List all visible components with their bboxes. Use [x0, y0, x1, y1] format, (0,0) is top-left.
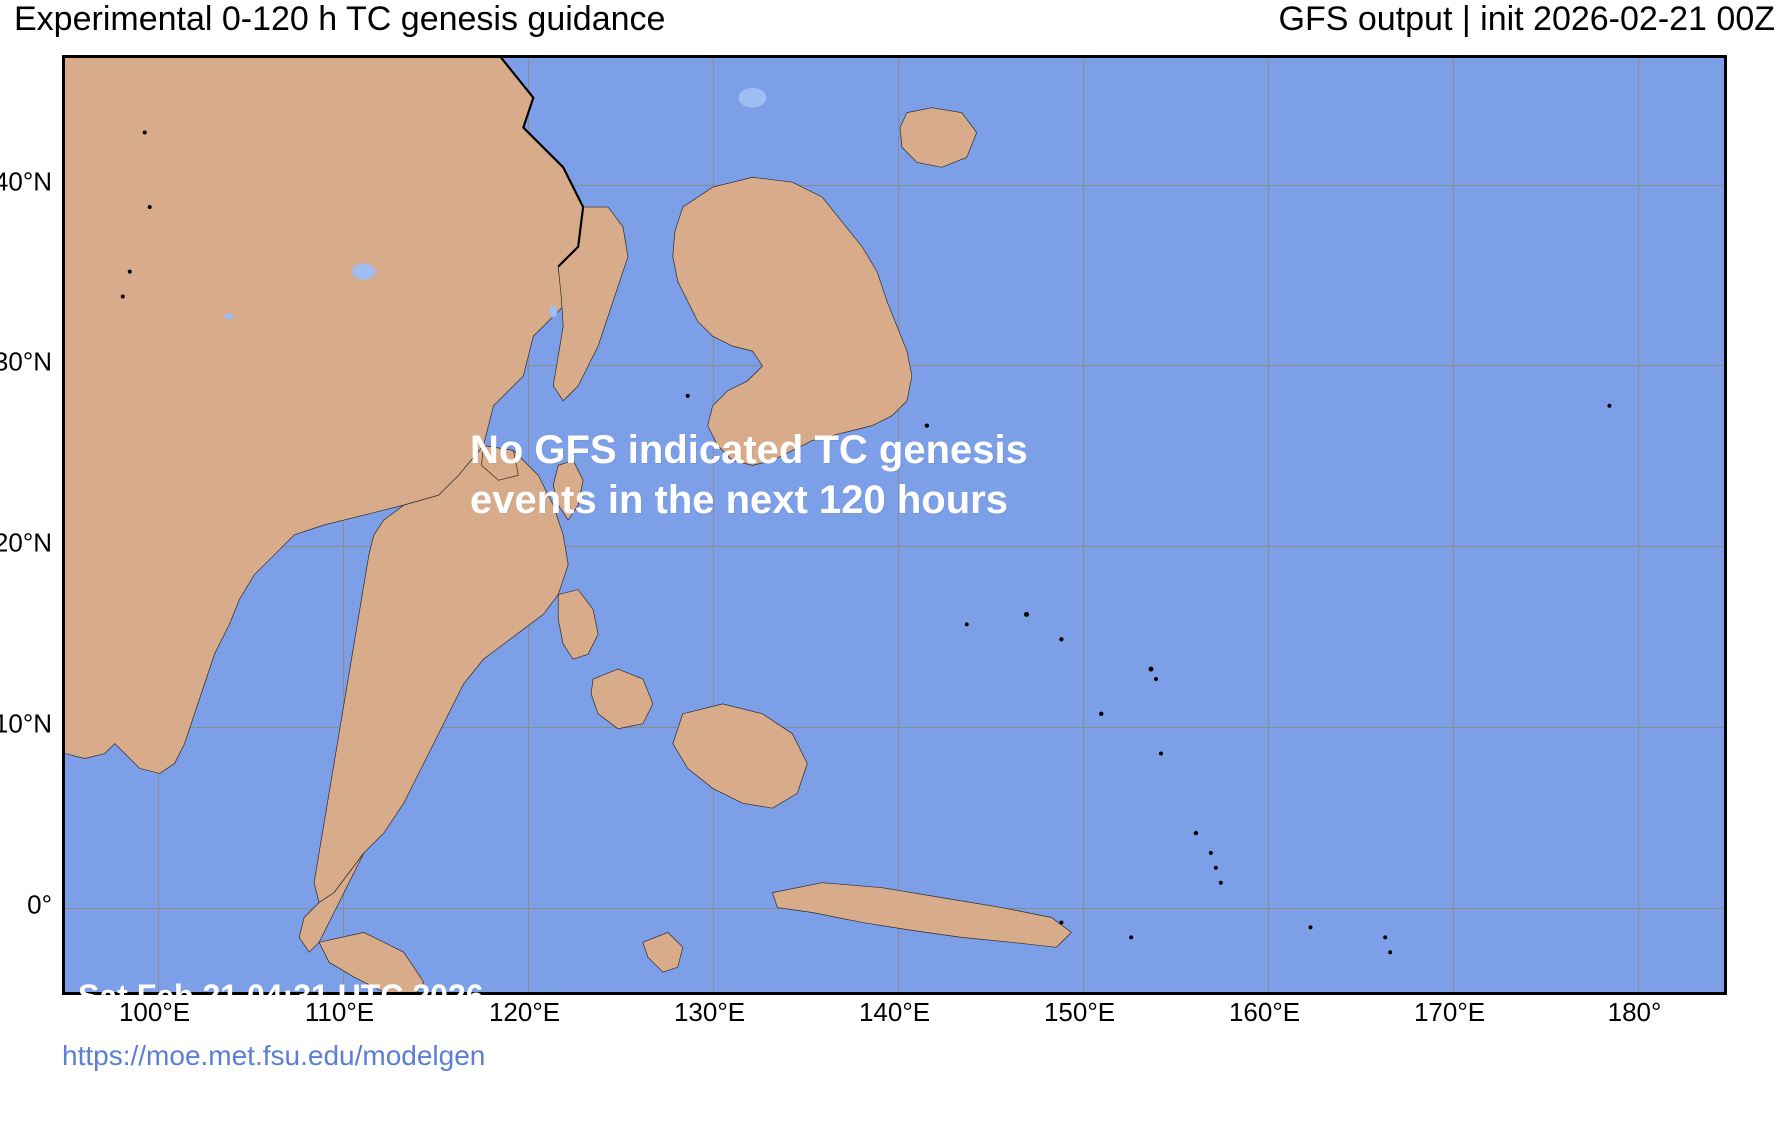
- y-axis-tick-0: 40°N: [0, 166, 52, 197]
- x-axis-tick-2: 120°E: [489, 997, 560, 1028]
- x-axis-tick-1: 110°E: [305, 997, 374, 1028]
- source-link-text[interactable]: https://moe.met.fsu.edu/modelgen: [62, 1040, 485, 1072]
- x-axis-tick-7: 170°E: [1414, 997, 1485, 1028]
- x-axis-tick-3: 130°E: [674, 997, 745, 1028]
- y-axis-tick-3: 10°N: [0, 708, 52, 739]
- x-axis-tick-5: 150°E: [1044, 997, 1115, 1028]
- y-axis-labels: 40°N 30°N 20°N 10°N 0°: [0, 55, 60, 995]
- y-axis-tick-4: 0°: [27, 889, 52, 920]
- title-right-text: GFS output | init 2026-02-21 00Z: [1279, 2, 1775, 36]
- map-canvas[interactable]: [62, 55, 1727, 995]
- x-axis-tick-4: 140°E: [859, 997, 930, 1028]
- x-axis-tick-8: 180°: [1608, 997, 1662, 1028]
- banner-line-1: No GFS indicated TC genesis: [470, 425, 1470, 475]
- header-bar: Experimental 0-120 h TC genesis guidance…: [0, 2, 1789, 50]
- tc-genesis-map-page: Experimental 0-120 h TC genesis guidance…: [0, 0, 1789, 1134]
- title-left-text: Experimental 0-120 h TC genesis guidance: [14, 2, 665, 36]
- x-axis-labels: 100°E 110°E 120°E 130°E 140°E 150°E 160°E 170°E…: [62, 995, 1727, 1035]
- banner-line-2: events in the next 120 hours: [470, 475, 1470, 525]
- x-axis-tick-0: 100°E: [119, 997, 190, 1028]
- no-genesis-banner: No GFS indicated TC genesis events in th…: [470, 425, 1470, 525]
- y-axis-tick-1: 30°N: [0, 347, 52, 378]
- world-map-svg: [65, 58, 1724, 992]
- x-axis-tick-6: 160°E: [1229, 997, 1300, 1028]
- y-axis-tick-2: 20°N: [0, 528, 52, 559]
